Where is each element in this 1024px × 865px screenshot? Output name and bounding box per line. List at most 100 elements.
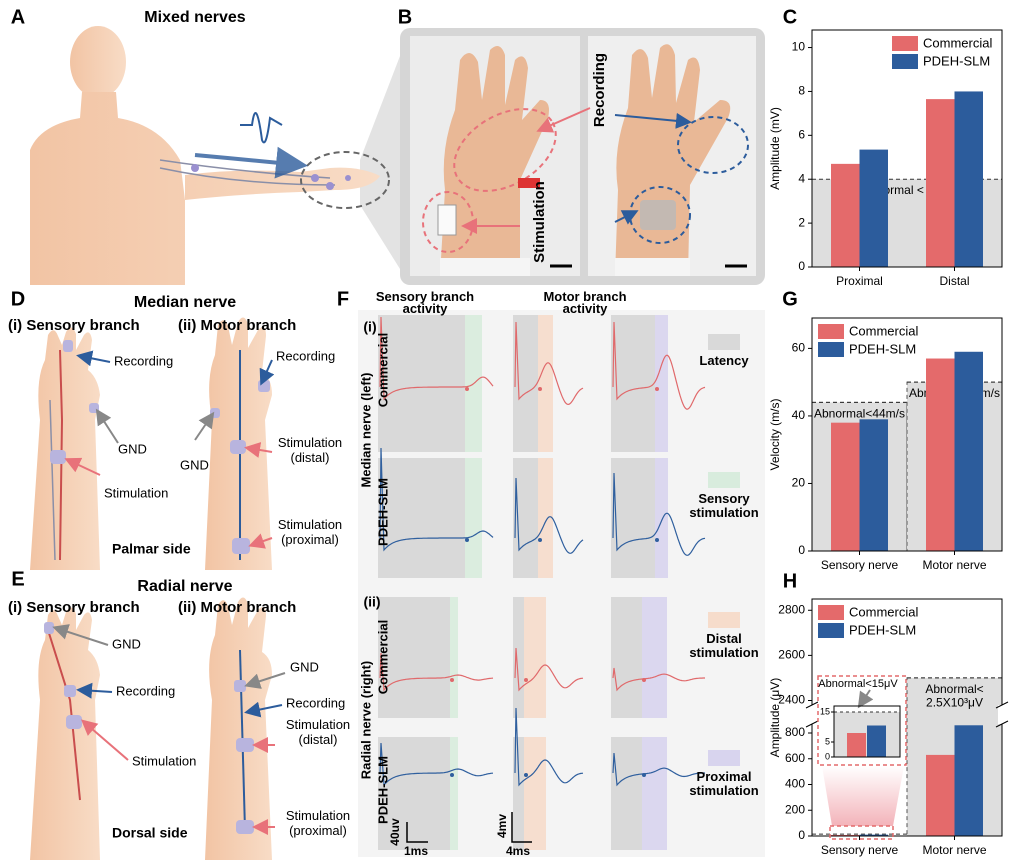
latency-shade — [611, 315, 655, 452]
bar — [831, 834, 860, 836]
photo-panel — [400, 28, 765, 285]
legend-swatch — [892, 54, 918, 69]
legend-swatch — [818, 342, 844, 357]
bar — [926, 754, 955, 836]
label-line: (distal) — [290, 450, 329, 465]
latency-point — [524, 773, 528, 777]
stimulation-band — [655, 315, 668, 452]
label: Stimulation (proximal) — [278, 517, 342, 547]
pointer-arrow — [857, 689, 874, 709]
bar — [831, 163, 860, 267]
axis-break — [998, 705, 1006, 724]
x-tick-label: Proximal — [836, 274, 883, 288]
bar — [859, 834, 888, 836]
legend-swatch — [818, 324, 844, 339]
x-tick-label: Motor nerve — [922, 558, 986, 572]
label: (i) Sensory branch — [8, 317, 140, 334]
y-axis-label: Amplitude (μV) — [768, 678, 782, 758]
trace — [514, 647, 584, 692]
latency-shade — [378, 458, 465, 578]
label: (ii) Motor branch — [178, 317, 296, 334]
y-tick-label: 2800 — [778, 602, 805, 616]
panel-letter: A — [11, 6, 25, 28]
threshold-label: Abnormal< 2.5X10³μV — [925, 682, 983, 710]
label: Median nerve (left) — [358, 373, 373, 488]
label: Recording — [276, 348, 335, 363]
label: Radial nerve (right) — [358, 661, 373, 779]
threshold-label-line: Abnormal<44m/s — [814, 407, 905, 421]
latency-point — [450, 678, 454, 682]
label: Recording — [114, 353, 173, 368]
stimulation-band — [642, 737, 667, 850]
legend-swatch — [708, 612, 740, 628]
label: Commercial — [375, 333, 390, 407]
x-tick-label: Distal — [939, 274, 969, 288]
legend-label: Commercial — [849, 323, 918, 338]
label: Stimulation (distal) — [286, 717, 350, 747]
legend-label: Proximal stimulation — [689, 769, 758, 798]
label: GND — [112, 636, 141, 651]
panel-letter: G — [782, 288, 798, 310]
panel-title: Radial nerve — [137, 578, 232, 595]
x-tick-label: Sensory nerve — [821, 843, 899, 857]
label: 4mv — [495, 814, 509, 838]
stimulation-band — [538, 458, 553, 578]
legend-label: PDEH-SLM — [849, 622, 916, 637]
y-tick-label: 2600 — [778, 648, 805, 662]
label: Commercial — [375, 620, 390, 694]
y-tick-label: 0 — [798, 259, 805, 273]
trace — [514, 477, 584, 554]
label-line: activity — [403, 301, 449, 316]
label: Motor branch activity — [543, 289, 626, 316]
legend-swatch — [818, 605, 844, 620]
latency-shade — [513, 458, 538, 578]
break-mark — [805, 701, 819, 709]
latency-point — [465, 387, 469, 391]
label: PDEH-SLM — [375, 478, 390, 546]
latency-shade — [378, 315, 465, 452]
latency-shade — [513, 737, 524, 850]
stimulation-band — [450, 737, 458, 850]
threshold-label: Abnormal<44m/s — [814, 407, 905, 421]
stimulation-band — [465, 458, 482, 578]
break-mark — [995, 720, 1009, 728]
label-line: (proximal) — [281, 532, 339, 547]
threshold-label-line: 2.5X10³μV — [926, 696, 983, 710]
label-line: Stimulation — [286, 808, 350, 823]
break-mark — [995, 701, 1009, 709]
inset-bar — [867, 725, 886, 757]
trace — [612, 752, 705, 787]
trace — [379, 316, 494, 401]
legend-label-line: stimulation — [689, 645, 758, 660]
label: Dorsal side — [112, 825, 188, 841]
x-tick-label: Motor nerve — [922, 843, 986, 857]
label-line: Stimulation — [278, 435, 342, 450]
traces — [378, 315, 706, 850]
panel-letter: E — [11, 568, 24, 590]
label: Recording — [116, 683, 175, 698]
axis-break — [808, 705, 816, 724]
legend-label: Distal stimulation — [689, 631, 758, 660]
threshold-label-line: Abnormal< — [925, 682, 983, 696]
latency-point — [655, 387, 659, 391]
label-line: activity — [563, 301, 609, 316]
legend-label: PDEH-SLM — [923, 53, 990, 68]
trace — [514, 321, 584, 406]
inset-bar — [847, 733, 866, 757]
y-tick-label: 4 — [798, 171, 805, 185]
legend-label: Commercial — [923, 35, 992, 50]
panel-letter: B — [398, 6, 412, 28]
plot-frame — [811, 29, 1003, 268]
y-tick-label: 15 — [820, 706, 830, 716]
y-tick-label: 20 — [792, 476, 806, 490]
latency-shade — [611, 737, 642, 850]
label: (ii) Motor branch — [178, 599, 296, 616]
label: GND — [290, 659, 319, 674]
x-tick-label: Sensory nerve — [821, 558, 899, 572]
bar — [926, 99, 955, 267]
latency-point — [642, 678, 646, 682]
zoom-source — [829, 825, 894, 840]
zoom-fade — [822, 766, 904, 826]
y-tick-label: 6 — [798, 128, 805, 142]
legend-swatch — [892, 36, 918, 51]
